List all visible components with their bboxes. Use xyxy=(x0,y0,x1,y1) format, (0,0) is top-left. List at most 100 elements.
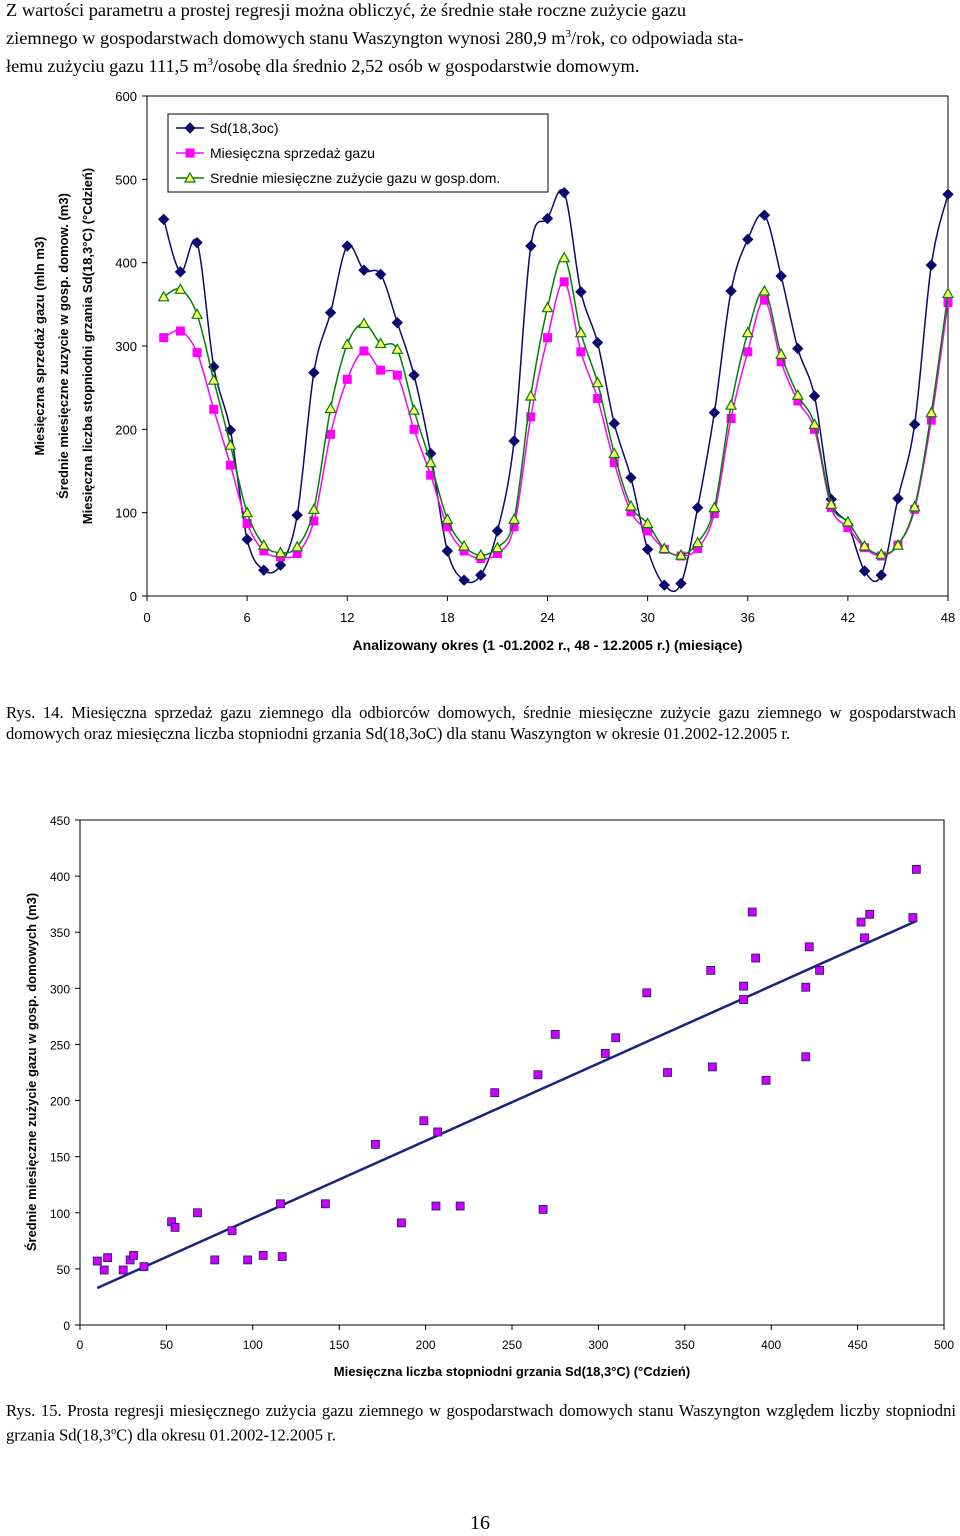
data-point xyxy=(374,337,387,349)
data-point xyxy=(576,347,586,357)
x-tick-label: 200 xyxy=(416,1338,436,1352)
data-point xyxy=(641,543,654,556)
data-point xyxy=(157,213,170,226)
scatter-point xyxy=(103,1253,113,1263)
y-tick-label: 500 xyxy=(115,172,137,187)
data-point xyxy=(374,268,387,281)
scatter-point xyxy=(708,1062,717,1072)
data-point xyxy=(257,538,270,550)
data-point xyxy=(458,574,470,586)
scatter-point xyxy=(210,1255,220,1265)
x-tick-label: 350 xyxy=(675,1338,695,1352)
x-tick-label: 30 xyxy=(640,610,654,625)
data-point xyxy=(175,326,185,336)
data-point xyxy=(691,536,704,548)
data-point xyxy=(591,336,604,349)
data-point xyxy=(608,447,621,459)
data-point xyxy=(808,390,821,402)
scatter-point xyxy=(431,1201,441,1211)
data-point xyxy=(209,404,219,414)
y-tick-label: 50 xyxy=(57,1263,71,1277)
scatter-chart-container: 0 50 100 150 200 250 300 350 400 450 0 50 100 150 200 2… xyxy=(0,800,960,1405)
data-point xyxy=(491,541,504,553)
data-point xyxy=(674,548,688,560)
data-point xyxy=(357,317,370,329)
data-point xyxy=(558,186,570,199)
y-tick-label: 200 xyxy=(50,1095,70,1109)
x-tick-label: 36 xyxy=(741,610,755,625)
y-tick-label: 0 xyxy=(63,1319,70,1333)
y-tick-label: 200 xyxy=(115,422,137,437)
scatter-point xyxy=(397,1218,406,1228)
data-point xyxy=(308,366,320,379)
intro-line-3: łemu zużyciu gazu 111,5 m3/osobę dla śre… xyxy=(6,56,640,77)
data-point xyxy=(725,398,738,410)
y-tick-label: 350 xyxy=(50,926,70,940)
series-2 xyxy=(159,277,953,563)
page-number: 16 xyxy=(470,1512,490,1534)
data-point xyxy=(708,501,721,513)
intro-line-2: ziemnego w gospodarstwach domowych stanu… xyxy=(6,28,744,49)
series-1 xyxy=(157,186,954,593)
data-point xyxy=(891,538,904,550)
x-axis-label: Miesięczna liczba stopniodni grzania Sd(… xyxy=(334,1364,690,1379)
data-point xyxy=(407,403,421,415)
data-point xyxy=(441,545,454,557)
data-point xyxy=(609,458,619,468)
data-point xyxy=(775,270,787,282)
x-tick-label: 6 xyxy=(244,610,251,625)
scatter-point xyxy=(761,1075,771,1085)
data-point xyxy=(792,342,804,355)
x-tick-label: 300 xyxy=(588,1338,608,1352)
y-axis-label-3: Miesięczna liczba stopniodni grzania Sd(… xyxy=(80,168,95,524)
scatter-point xyxy=(663,1068,672,1077)
legend-label: Srednie miesięczne zużycie gazu w gosp.d… xyxy=(210,170,500,186)
x-tick-label: 24 xyxy=(540,610,554,625)
data-point xyxy=(858,539,871,551)
x-tick-label: 0 xyxy=(143,610,150,625)
data-point xyxy=(591,376,604,388)
x-tick-label: 150 xyxy=(329,1338,349,1352)
legend-marker xyxy=(183,171,197,183)
scatter-point xyxy=(611,1033,621,1043)
data-point xyxy=(725,285,737,297)
data-point xyxy=(942,188,954,201)
data-point xyxy=(875,569,887,581)
data-point xyxy=(341,240,353,252)
data-point xyxy=(658,542,671,554)
data-point xyxy=(241,533,253,546)
data-point xyxy=(675,577,687,590)
data-point xyxy=(359,346,369,356)
scatter-point xyxy=(642,988,652,998)
data-point xyxy=(508,513,521,524)
y-tick-label: 300 xyxy=(50,982,70,996)
x-tick-label: 400 xyxy=(761,1338,781,1352)
data-point xyxy=(708,406,721,419)
scatter-point xyxy=(258,1251,268,1260)
data-point xyxy=(408,369,420,381)
data-point xyxy=(908,500,921,512)
data-point xyxy=(892,492,904,505)
data-point xyxy=(743,347,753,357)
y-axis-label-2: Średnie miesięczne zuzycie w gosp. domow… xyxy=(56,193,71,499)
data-point xyxy=(409,424,419,434)
y-tick-label: 0 xyxy=(130,589,137,604)
data-point xyxy=(624,499,637,511)
data-point xyxy=(392,370,402,380)
data-point xyxy=(174,266,187,278)
data-point xyxy=(658,579,671,591)
data-point xyxy=(641,517,654,529)
scatter-point xyxy=(277,1252,287,1261)
legend-frame xyxy=(167,113,549,193)
y-tick-label: 400 xyxy=(50,870,70,884)
data-point xyxy=(241,506,254,518)
y-axis-label: Średnie miesięczne zużycie gazu w gosp. … xyxy=(24,893,39,1251)
data-point xyxy=(258,564,270,576)
data-point xyxy=(541,301,554,313)
scatter-point xyxy=(419,1116,429,1126)
x-tick-label: 0 xyxy=(77,1338,84,1352)
scatter-point xyxy=(433,1127,443,1137)
x-tick-label: 18 xyxy=(440,610,454,625)
data-point xyxy=(441,513,454,524)
data-point xyxy=(808,418,821,429)
